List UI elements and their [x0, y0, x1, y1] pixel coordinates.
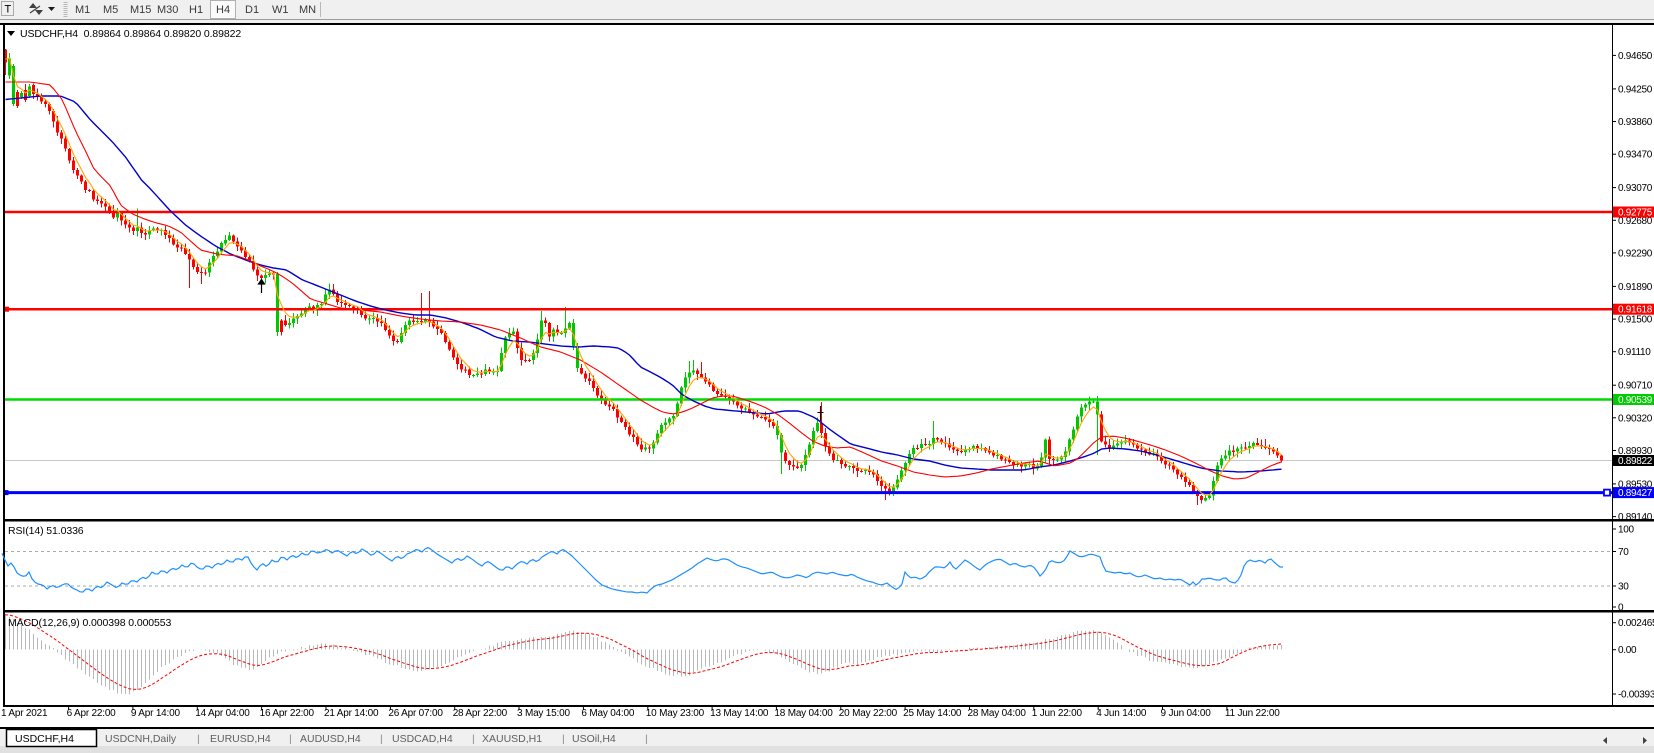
svg-text:H1: H1 — [189, 4, 203, 16]
svg-text:T: T — [5, 4, 12, 16]
svg-text:0.92775: 0.92775 — [1618, 208, 1653, 219]
svg-text:0.002465: 0.002465 — [1618, 618, 1654, 629]
svg-text:H4: H4 — [216, 4, 230, 16]
svg-text:XAUUSD,H1: XAUUSD,H1 — [482, 733, 542, 745]
svg-text:0.94250: 0.94250 — [1618, 84, 1653, 95]
svg-text:M30: M30 — [157, 4, 178, 16]
svg-text:W1: W1 — [272, 4, 289, 16]
svg-text:25 May 14:00: 25 May 14:00 — [903, 708, 962, 719]
svg-text:9 Jun 04:00: 9 Jun 04:00 — [1161, 708, 1212, 719]
svg-text:0.93470: 0.93470 — [1618, 150, 1653, 161]
svg-text:30: 30 — [1618, 582, 1629, 593]
svg-text:1 Jun 22:00: 1 Jun 22:00 — [1032, 708, 1083, 719]
svg-text:3 May 15:00: 3 May 15:00 — [517, 708, 570, 719]
svg-text:26 Apr 07:00: 26 Apr 07:00 — [388, 708, 443, 719]
svg-text:M1: M1 — [75, 4, 90, 16]
svg-text:|: | — [562, 733, 565, 745]
svg-text:0.92290: 0.92290 — [1618, 248, 1653, 259]
svg-text:100: 100 — [1618, 525, 1635, 536]
svg-text:|: | — [380, 733, 383, 745]
svg-text:13 May 14:00: 13 May 14:00 — [710, 708, 769, 719]
svg-text:6 May 04:00: 6 May 04:00 — [581, 708, 634, 719]
svg-text:28 Apr 22:00: 28 Apr 22:00 — [453, 708, 508, 719]
svg-text:0.94650: 0.94650 — [1618, 51, 1653, 62]
svg-text:AUDUSD,H4: AUDUSD,H4 — [300, 733, 361, 745]
svg-text:0.91890: 0.91890 — [1618, 282, 1653, 293]
svg-text:0: 0 — [1618, 603, 1624, 614]
svg-text:0.89530: 0.89530 — [1618, 479, 1653, 490]
svg-text:M5: M5 — [103, 4, 118, 16]
svg-text:0.91500: 0.91500 — [1618, 315, 1653, 326]
svg-text:|: | — [472, 733, 475, 745]
svg-text:M15: M15 — [130, 4, 151, 16]
svg-text:4 Jun 14:00: 4 Jun 14:00 — [1096, 708, 1147, 719]
svg-text:0.00: 0.00 — [1618, 645, 1637, 656]
svg-text:|: | — [289, 733, 292, 745]
svg-text:0.91618: 0.91618 — [1618, 305, 1653, 316]
svg-text:0.89822: 0.89822 — [1618, 456, 1653, 467]
svg-text:16 Apr 22:00: 16 Apr 22:00 — [260, 708, 315, 719]
svg-text:0.89930: 0.89930 — [1618, 446, 1653, 457]
svg-text:18 May 04:00: 18 May 04:00 — [774, 708, 833, 719]
svg-text:21 Apr 14:00: 21 Apr 14:00 — [324, 708, 379, 719]
svg-text:0.91110: 0.91110 — [1618, 347, 1651, 358]
svg-text:|: | — [197, 733, 200, 745]
svg-text:28 May 04:00: 28 May 04:00 — [968, 708, 1027, 719]
svg-text:0.93860: 0.93860 — [1618, 117, 1653, 128]
svg-text:USDCNH,Daily: USDCNH,Daily — [105, 733, 177, 745]
svg-text:MACD(12,26,9) 0.000398 0.00055: MACD(12,26,9) 0.000398 0.000553 — [8, 617, 172, 629]
svg-text:70: 70 — [1618, 547, 1629, 558]
svg-text:0.90320: 0.90320 — [1618, 413, 1653, 424]
svg-text:11 Jun 22:00: 11 Jun 22:00 — [1225, 708, 1280, 719]
svg-text:USDCHF,H4: USDCHF,H4 — [15, 733, 74, 745]
svg-text:14 Apr 04:00: 14 Apr 04:00 — [195, 708, 250, 719]
svg-text:USDCHF,H4 0.89864 0.89864 0.8: USDCHF,H4 0.89864 0.89864 0.89820 0.8982… — [20, 28, 241, 40]
svg-text:D1: D1 — [245, 4, 259, 16]
svg-text:0.90539: 0.90539 — [1618, 395, 1653, 406]
svg-text:-0.003935: -0.003935 — [1618, 690, 1654, 701]
svg-text:10 May 23:00: 10 May 23:00 — [646, 708, 705, 719]
svg-text:EURUSD,H4: EURUSD,H4 — [210, 733, 271, 745]
svg-text:9 Apr 14:00: 9 Apr 14:00 — [131, 708, 181, 719]
svg-text:RSI(14) 51.0336: RSI(14) 51.0336 — [8, 525, 84, 537]
svg-text:|: | — [645, 733, 648, 745]
svg-text:1 Apr 2021: 1 Apr 2021 — [1, 708, 48, 719]
svg-text:20 May 22:00: 20 May 22:00 — [839, 708, 898, 719]
svg-text:0.89140: 0.89140 — [1618, 512, 1653, 523]
svg-text:0.89427: 0.89427 — [1618, 488, 1653, 499]
svg-text:0.93070: 0.93070 — [1618, 183, 1653, 194]
svg-text:6 Apr 22:00: 6 Apr 22:00 — [67, 708, 117, 719]
svg-text:USDCAD,H4: USDCAD,H4 — [392, 733, 453, 745]
svg-text:USOil,H4: USOil,H4 — [572, 733, 616, 745]
svg-text:0.92680: 0.92680 — [1618, 216, 1653, 227]
svg-text:MN: MN — [299, 4, 316, 16]
svg-text:0.90710: 0.90710 — [1618, 381, 1653, 392]
